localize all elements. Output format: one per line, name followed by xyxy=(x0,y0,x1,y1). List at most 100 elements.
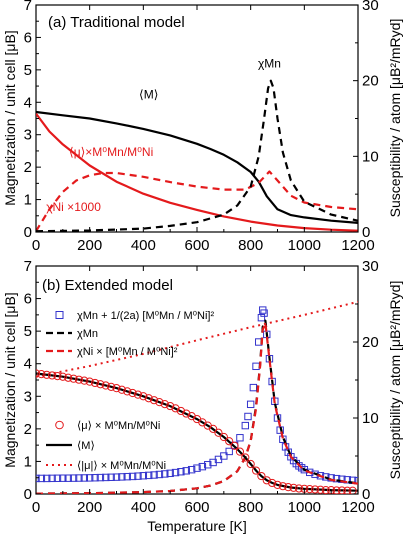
marker-square xyxy=(43,474,51,483)
marker-circle xyxy=(321,485,330,494)
legend: χMn + 1/(2a) [M⁰Mn / M⁰Ni]² χMn χNi × [M⁰M… xyxy=(46,310,214,472)
marker-square xyxy=(276,426,284,434)
marker-square xyxy=(69,474,78,482)
marker-square xyxy=(252,362,260,371)
legend-entry-text: χMn + 1/(2a) [M⁰Mn / M⁰Ni]² xyxy=(77,310,214,322)
marker-square xyxy=(204,461,212,469)
marker-circle xyxy=(332,486,341,494)
y-tick-label-right: 20 xyxy=(362,73,379,90)
y-tick-label-left: 7 xyxy=(24,258,32,275)
marker-square xyxy=(155,470,164,479)
marker-square xyxy=(150,471,158,479)
y-tick-label-left: 7 xyxy=(24,0,32,14)
marker-square xyxy=(332,474,341,483)
marker-circle xyxy=(149,396,159,405)
series-line-chiMn xyxy=(36,319,358,494)
y-tick-label-left: 3 xyxy=(24,388,32,405)
x-tick-label: 0 xyxy=(32,499,40,516)
y-axis-label-right: Susceptibility / atom [μB²/mRyd] xyxy=(387,281,403,480)
y-tick-label-right: 0 xyxy=(362,486,370,503)
marker-circle xyxy=(53,371,62,381)
y-tick-label-right: 0 xyxy=(362,224,370,241)
marker-square xyxy=(112,473,121,481)
marker-square xyxy=(123,472,131,481)
marker-circle xyxy=(133,390,143,399)
marker-circle xyxy=(69,374,78,383)
series-layer xyxy=(36,300,358,494)
panel-title: (a) Traditional model xyxy=(48,14,185,31)
marker-circle xyxy=(343,486,352,494)
marker-circle xyxy=(171,404,180,413)
y-tick-label-left: 2 xyxy=(24,159,32,176)
marker-square xyxy=(36,474,40,483)
marker-square xyxy=(257,313,266,322)
marker-square xyxy=(177,468,185,476)
marker-square xyxy=(139,472,148,480)
marker-square xyxy=(354,477,358,485)
x-tick-label: 400 xyxy=(131,499,156,516)
y-tick-label-right: 30 xyxy=(362,258,379,275)
annotation-label: ⟨M⟩ xyxy=(139,87,158,101)
y-axis-label-right: Susceptibility / atom [μB²/mRyd] xyxy=(387,19,403,218)
marker-circle xyxy=(166,401,175,411)
x-tick-label: 200 xyxy=(77,499,102,516)
marker-circle xyxy=(316,485,325,494)
annotation-label: ⟨μ⟩×M⁰Mn/M⁰Ni xyxy=(69,145,153,159)
marker-square xyxy=(198,462,207,471)
y-axis-label-left: Magnetization / unit cell [μB] xyxy=(2,292,18,467)
marker-circle xyxy=(101,381,110,390)
y-tick-label-left: 0 xyxy=(24,224,32,241)
x-axis-label: Temperature [K] xyxy=(147,518,247,534)
series-line-chiMn xyxy=(36,79,358,232)
annotation-layer: ⟨M⟩ ⟨μ⟩×M⁰Mn/M⁰Ni χNi ×1000 χMn xyxy=(46,56,281,214)
marker-circle xyxy=(305,485,314,494)
marker-circle xyxy=(230,441,239,450)
y-tick-label-left: 3 xyxy=(24,127,32,144)
legend-entry-text: ⟨M⟩ xyxy=(77,440,95,452)
marker-square xyxy=(236,434,244,442)
marker-circle xyxy=(310,485,320,494)
y-tick-label-left: 5 xyxy=(24,62,32,79)
marker-circle xyxy=(241,453,250,462)
marker-square xyxy=(246,400,255,409)
marker-circle xyxy=(155,398,164,407)
x-tick-label: 0 xyxy=(32,237,40,254)
marker-circle xyxy=(251,466,261,475)
marker-square xyxy=(80,474,88,482)
marker-square xyxy=(161,470,169,478)
marker-square xyxy=(171,468,180,477)
x-tick-label: 600 xyxy=(184,237,209,254)
legend-entry-text: ⟨μ⟩ × M⁰Mn/M⁰Ni xyxy=(77,420,160,432)
marker-circle xyxy=(48,371,57,380)
marker-square xyxy=(220,452,228,460)
legend-entry-text: ⟨|μ|⟩ × M⁰Mn/M⁰Ni xyxy=(77,460,166,472)
marker-square xyxy=(182,467,190,475)
marker-square xyxy=(64,474,72,482)
marker-circle xyxy=(273,480,282,489)
marker-square xyxy=(96,473,105,482)
marker-square xyxy=(75,474,83,482)
annotation-label: χNi ×1000 xyxy=(46,200,101,214)
series-line-chiNi xyxy=(36,170,358,232)
marker-square xyxy=(249,383,258,392)
marker-circle xyxy=(123,387,132,396)
x-tick-label: 800 xyxy=(238,237,263,254)
x-tick-label: 1200 xyxy=(341,237,374,254)
marker-circle xyxy=(107,382,116,391)
y-tick-label-left: 2 xyxy=(24,421,32,438)
marker-circle xyxy=(262,476,271,485)
legend-symbol xyxy=(55,420,64,430)
marker-square xyxy=(244,412,252,421)
marker-square xyxy=(134,472,142,480)
marker-square xyxy=(37,474,46,483)
marker-circle xyxy=(214,428,223,437)
y-tick-label-left: 6 xyxy=(24,291,32,308)
marker-circle xyxy=(80,376,89,385)
x-tick-label: 600 xyxy=(184,499,209,516)
y-tick-label-left: 1 xyxy=(24,453,32,470)
y-tick-label-right: 10 xyxy=(362,410,379,427)
